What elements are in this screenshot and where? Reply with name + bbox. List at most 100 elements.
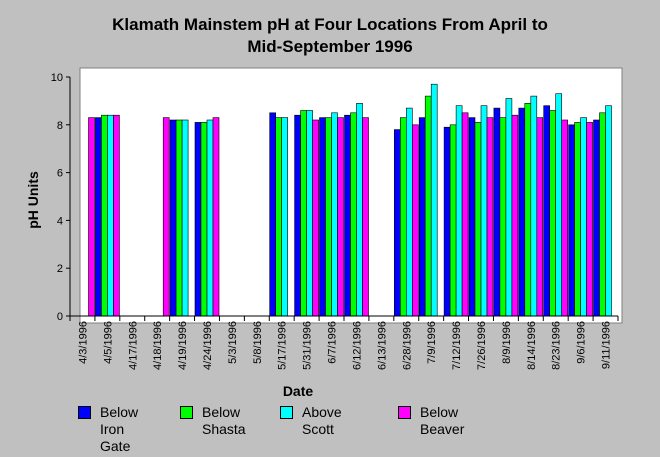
chart-title-line-1: Klamath Mainstem pH at Four Locations Fr… (112, 15, 548, 34)
x-tick-label-7: 5/3/1996 (227, 321, 239, 364)
bar-4-6-28-1996 (411, 124, 419, 317)
bar-2-8-23-1996 (549, 110, 557, 317)
bar-1-9-6-1996 (568, 124, 575, 317)
x-tick-label-15: 7/9/1996 (426, 321, 438, 364)
x-tick-label-14: 6/28/1996 (401, 321, 413, 370)
bar-3-8-9-1996 (505, 98, 513, 317)
bar-4-4-24-1996 (212, 117, 220, 317)
bar-3-6-12-1996 (356, 103, 363, 317)
x-tick-label-17: 7/26/1996 (476, 321, 488, 370)
x-tick-label-16: 7/12/1996 (451, 321, 463, 370)
x-tick-label-5: 4/19/1996 (177, 321, 189, 370)
bar-2-4-24-1996 (200, 122, 208, 317)
bar-4-5-31-1996 (312, 119, 319, 317)
bar-2-6-28-1996 (399, 117, 407, 317)
bar-4-6-12-1996 (362, 117, 369, 317)
legend-label-4: Below Beaver (420, 404, 465, 437)
legend-swatch-1 (78, 406, 91, 419)
bar-3-8-23-1996 (555, 93, 563, 317)
x-tick-label-8: 5/8/1996 (252, 321, 264, 364)
bar-4-4-5-1996 (113, 114, 120, 317)
bar-3-6-7-1996 (331, 112, 338, 317)
legend: Below Iron Gate Below Shasta Above Scott Be… (78, 404, 638, 454)
bar-2-6-7-1996 (325, 117, 332, 317)
x-tick-label-22: 9/11/1996 (601, 321, 613, 369)
x-tick-label-11: 6/7/1996 (327, 321, 339, 364)
bar-1-5-31-1996 (294, 114, 301, 317)
x-tick-label-4: 4/18/1996 (152, 321, 164, 370)
bar-2-9-11-1996 (599, 112, 606, 317)
bar-4-4-3-1996 (88, 117, 95, 317)
bar-3-9-11-1996 (605, 105, 612, 317)
bar-4-8-14-1996 (536, 117, 544, 317)
y-axis-label: pH Units (25, 171, 41, 229)
bar-1-7-26-1996 (468, 117, 476, 317)
bar-1-9-11-1996 (593, 119, 600, 317)
y-tick-label-10: 10 (51, 72, 63, 84)
bar-3-4-24-1996 (206, 119, 214, 317)
x-tick-label-12: 6/12/1996 (352, 321, 364, 370)
bar-4-9-6-1996 (586, 122, 593, 317)
bar-1-5-17-1996 (269, 112, 277, 317)
legend-swatch-2 (180, 406, 193, 419)
bar-3-7-26-1996 (480, 105, 488, 317)
x-tick-label-13: 6/13/1996 (376, 321, 388, 370)
x-tick-label-9: 5/17/1996 (277, 321, 289, 370)
bar-3-7-9-1996 (430, 83, 438, 317)
x-tick-label-21: 9/6/1996 (576, 321, 588, 364)
bar-4-7-12-1996 (461, 112, 469, 317)
bar-3-5-17-1996 (281, 117, 289, 317)
bar-3-6-28-1996 (405, 107, 413, 317)
chart-title-line-2: Mid-September 1996 (247, 37, 413, 56)
bar-2-4-5-1996 (101, 114, 108, 317)
x-tick-label-1: 4/3/1996 (78, 321, 90, 364)
bar-1-6-7-1996 (319, 117, 326, 317)
x-tick-label-6: 4/24/1996 (202, 321, 214, 370)
bar-1-6-28-1996 (393, 129, 401, 317)
bar-4-7-26-1996 (486, 117, 494, 317)
legend-swatch-3 (280, 406, 293, 419)
x-tick-label-18: 8/9/1996 (501, 321, 513, 364)
bar-2-7-9-1996 (424, 95, 432, 317)
bar-3-4-5-1996 (107, 114, 114, 317)
x-tick-label-2: 4/5/1996 (102, 321, 114, 364)
x-tick-label-19: 8/14/1996 (526, 321, 538, 370)
x-axis-label: Date (283, 383, 314, 399)
bar-1-4-24-1996 (194, 122, 202, 317)
x-tick-label-20: 8/23/1996 (551, 321, 563, 370)
bar-group (88, 83, 612, 317)
bar-4-8-23-1996 (561, 119, 569, 317)
bar-2-9-6-1996 (574, 122, 581, 317)
bar-1-7-12-1996 (443, 126, 451, 317)
bar-2-8-9-1996 (499, 117, 507, 317)
y-tick-label-0: 0 (57, 311, 63, 323)
bar-4-8-9-1996 (511, 114, 519, 317)
bar-2-8-14-1996 (524, 103, 532, 317)
y-tick-label-4: 4 (57, 215, 63, 227)
bar-3-4-19-1996 (181, 119, 189, 317)
bar-1-8-14-1996 (518, 107, 526, 317)
bar-1-6-12-1996 (344, 114, 351, 317)
x-tick-label-3: 4/17/1996 (127, 321, 139, 370)
bar-1-7-9-1996 (418, 117, 426, 317)
y-tick-label-6: 6 (57, 168, 63, 180)
bar-2-7-12-1996 (449, 124, 457, 317)
bar-3-9-6-1996 (580, 117, 587, 317)
bar-2-5-31-1996 (300, 110, 307, 317)
bar-2-7-26-1996 (474, 122, 482, 317)
bar-2-6-12-1996 (350, 112, 357, 317)
axes: 0 2 4 6 8 10 4/3/1996 4/5/1996 4/17/1996 4/18/199… (51, 72, 619, 370)
bar-3-5-31-1996 (306, 110, 313, 317)
bar-2-4-19-1996 (175, 119, 183, 317)
chart-title: Klamath Mainstem pH at Four Locations Fr… (0, 14, 660, 58)
bar-3-8-14-1996 (530, 95, 538, 317)
y-tick-label-2: 2 (57, 263, 63, 275)
legend-label-2: Below Shasta (202, 404, 246, 437)
legend-label-1: Below Iron Gate (100, 404, 139, 454)
bar-2-5-17-1996 (275, 117, 283, 317)
legend-label-3: Above Scott (302, 404, 342, 437)
bar-3-7-12-1996 (455, 105, 463, 317)
bar-4-4-18-1996 (162, 117, 170, 317)
bar-4-6-7-1996 (337, 117, 344, 317)
